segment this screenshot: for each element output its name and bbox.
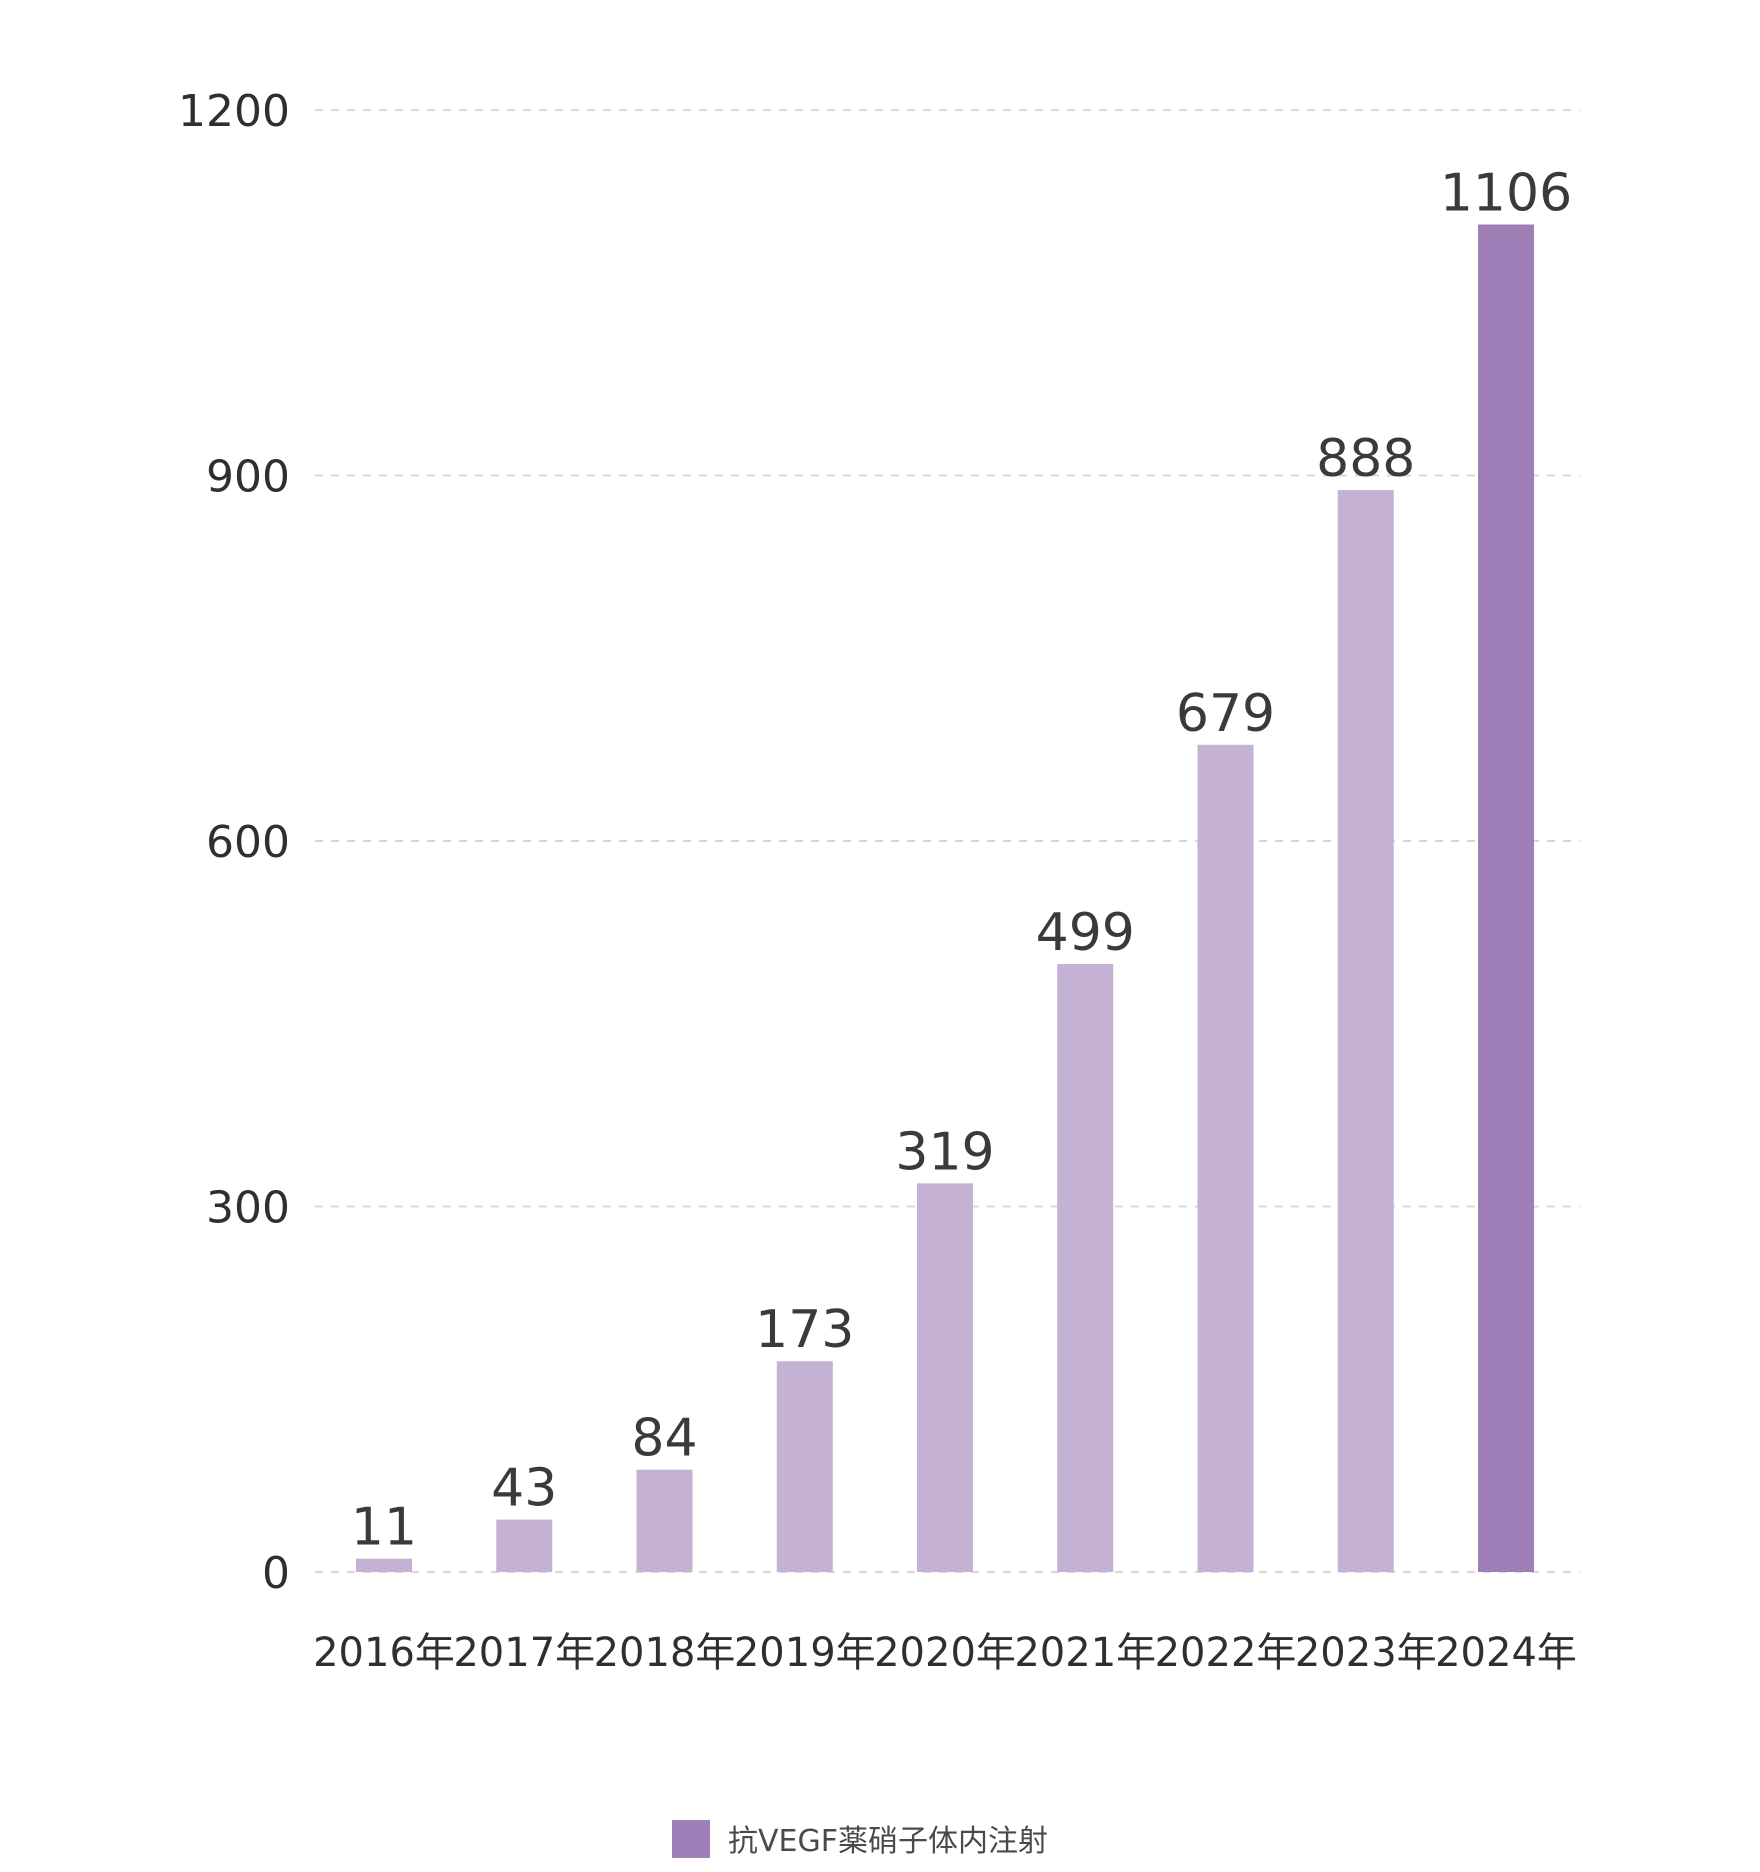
y-tick-label: 600 xyxy=(206,817,290,868)
x-tick-label: 2019年 xyxy=(734,1630,876,1676)
data-label: 499 xyxy=(1036,903,1135,963)
bar xyxy=(636,1469,693,1572)
x-tick-label: 2022年 xyxy=(1155,1630,1297,1676)
bar xyxy=(1057,964,1114,1572)
data-label: 173 xyxy=(755,1300,854,1360)
data-label: 319 xyxy=(895,1122,994,1182)
bar xyxy=(356,1558,412,1572)
y-tick-label: 900 xyxy=(206,452,290,503)
x-tick-label: 2023年 xyxy=(1295,1630,1437,1676)
bar xyxy=(917,1183,973,1572)
x-tick-label: 2024年 xyxy=(1435,1630,1577,1676)
data-label: 1106 xyxy=(1440,164,1572,224)
bar xyxy=(1197,744,1254,1572)
data-labels: 11 43 84 173 319 499 679 888 1106 xyxy=(351,164,1572,1558)
data-label: 679 xyxy=(1176,684,1275,744)
x-tick-label: 2017年 xyxy=(453,1630,595,1676)
y-axis-ticks: 0 300 600 900 1200 xyxy=(178,86,290,1599)
y-tick-label: 0 xyxy=(262,1548,290,1599)
legend-label: 抗VEGF薬硝子体内注射 xyxy=(728,1824,1048,1859)
x-tick-label: 2021年 xyxy=(1014,1630,1156,1676)
x-tick-label: 2018年 xyxy=(594,1630,736,1676)
data-label: 11 xyxy=(351,1498,417,1558)
data-label: 84 xyxy=(631,1409,697,1469)
data-label: 888 xyxy=(1316,429,1415,489)
x-axis-ticks: 2016年2017年2018年2019年2020年2021年2022年2023年… xyxy=(313,1630,1577,1676)
data-label: 43 xyxy=(491,1459,557,1519)
x-tick-label: 2016年 xyxy=(313,1630,455,1676)
bar xyxy=(1337,490,1394,1572)
bar xyxy=(496,1519,553,1572)
bar xyxy=(1478,224,1534,1573)
legend-swatch xyxy=(672,1820,710,1858)
bar xyxy=(776,1361,833,1572)
legend: 抗VEGF薬硝子体内注射 xyxy=(672,1820,1048,1859)
y-tick-label: 1200 xyxy=(178,86,290,137)
x-tick-label: 2020年 xyxy=(874,1630,1016,1676)
bars xyxy=(356,224,1534,1573)
y-tick-label: 300 xyxy=(206,1183,290,1234)
